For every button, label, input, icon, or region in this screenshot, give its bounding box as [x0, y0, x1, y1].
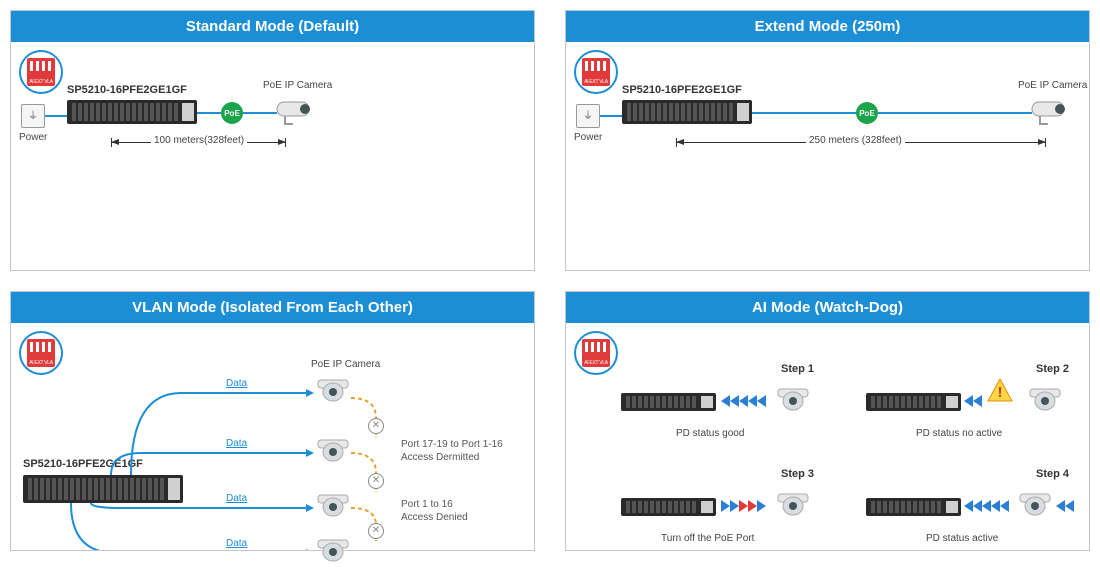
- power-label: Power: [19, 132, 47, 143]
- panel-body: SP5210-16PFE2GE1GF Power PoE PoE IP Came…: [566, 42, 1089, 270]
- step-label: Step 3: [781, 468, 814, 480]
- power-cable: [45, 115, 67, 117]
- distance-label: 100 meters(328feet): [151, 135, 247, 146]
- power-outlet-icon: [21, 104, 45, 128]
- data-label: Data: [226, 493, 247, 504]
- data-chevrons: [721, 500, 766, 512]
- poe-switch-icon: [621, 498, 716, 516]
- poe-switch-icon: [67, 100, 197, 124]
- dome-camera-icon: [776, 387, 810, 418]
- dip-switch-badge: [574, 50, 618, 94]
- dome-camera-icon: [316, 378, 350, 409]
- panel-header: Standard Mode (Default): [11, 11, 534, 42]
- warning-icon: !: [986, 377, 1014, 408]
- dome-camera-icon: [316, 438, 350, 469]
- poe-switch-icon: [866, 498, 961, 516]
- data-chevrons-extra: [1056, 500, 1074, 512]
- step-desc: PD status good: [676, 428, 744, 439]
- panel-header: VLAN Mode (Isolated From Each Other): [11, 292, 534, 323]
- step-desc: Turn off the PoE Port: [661, 533, 754, 544]
- bullet-camera-icon: [275, 96, 325, 131]
- deny-x-icon: ✕: [368, 523, 384, 539]
- panel-body: SP5210-16PFE2GE1GF Data Data Data Data P…: [11, 323, 534, 551]
- access-permitted-text: Port 17-19 to Port 1-16Access Dermitted: [401, 438, 503, 464]
- distance-label: 250 meters (328feet): [806, 135, 905, 146]
- dome-camera-icon: [316, 493, 350, 524]
- power-label: Power: [574, 132, 602, 143]
- bullet-camera-icon: [1030, 96, 1080, 131]
- data-label: Data: [226, 438, 247, 449]
- switch-model-label: SP5210-16PFE2GE1GF: [67, 84, 187, 96]
- deny-x-icon: ✕: [368, 473, 384, 489]
- dome-camera-icon: [316, 538, 350, 569]
- dome-camera-icon: [1018, 492, 1052, 523]
- panel-header: Extend Mode (250m): [566, 11, 1089, 42]
- poe-switch-icon: [621, 393, 716, 411]
- step-label: Step 2: [1036, 363, 1069, 375]
- step-label: Step 1: [781, 363, 814, 375]
- deny-x-icon: ✕: [368, 418, 384, 434]
- poe-cable: [752, 112, 1032, 114]
- access-denied-text: Port 1 to 16Access Denied: [401, 498, 468, 524]
- poe-badge: PoE: [221, 102, 243, 124]
- switch-model-label: SP5210-16PFE2GE1GF: [622, 84, 742, 96]
- poe-badge: PoE: [856, 102, 878, 124]
- panel-body: SP5210-16PFE2GE1GF Power PoE PoE IP Came…: [11, 42, 534, 270]
- dip-switch-badge: [19, 50, 63, 94]
- data-chevrons: [964, 395, 982, 407]
- power-cable: [600, 115, 622, 117]
- power-outlet-icon: [576, 104, 600, 128]
- switch-model-label: SP5210-16PFE2GE1GF: [23, 458, 143, 470]
- dome-camera-icon: [776, 492, 810, 523]
- camera-label: PoE IP Camera: [1018, 80, 1087, 91]
- svg-text:!: !: [998, 384, 1003, 401]
- dome-camera-icon: [1028, 387, 1062, 418]
- panel-ai-mode: AI Mode (Watch-Dog) Step 1 PD status goo…: [565, 291, 1090, 552]
- camera-label: PoE IP Camera: [263, 80, 332, 91]
- data-label: Data: [226, 538, 247, 549]
- panel-extend-mode: Extend Mode (250m) SP5210-16PFE2GE1GF Po…: [565, 10, 1090, 271]
- step-desc: PD status active: [926, 533, 998, 544]
- panel-header: AI Mode (Watch-Dog): [566, 292, 1089, 323]
- step-desc: PD status no active: [916, 428, 1002, 439]
- dip-switch-badge: [19, 331, 63, 375]
- poe-switch-icon: [866, 393, 961, 411]
- camera-label: PoE IP Camera: [311, 359, 380, 370]
- step-label: Step 4: [1036, 468, 1069, 480]
- panel-body: Step 1 PD status good Step 2 ! PD status…: [566, 323, 1089, 551]
- data-chevrons: [964, 500, 1009, 512]
- poe-switch-icon: [622, 100, 752, 124]
- panel-vlan-mode: VLAN Mode (Isolated From Each Other) SP5…: [10, 291, 535, 552]
- dip-switch-badge: [574, 331, 618, 375]
- data-label: Data: [226, 378, 247, 389]
- poe-switch-icon: [23, 475, 183, 503]
- panel-standard-mode: Standard Mode (Default) SP5210-16PFE2GE1…: [10, 10, 535, 271]
- data-chevrons: [721, 395, 766, 407]
